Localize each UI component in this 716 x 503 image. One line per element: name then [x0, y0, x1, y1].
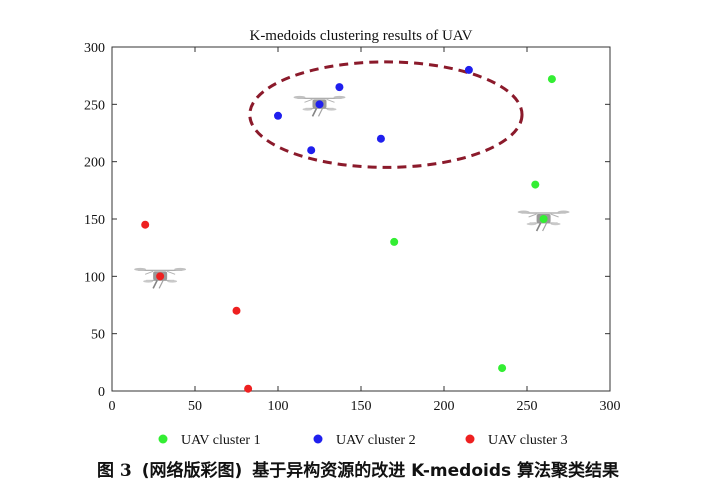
cluster-2-point [307, 146, 316, 155]
y-tick-label: 250 [84, 98, 105, 113]
y-tick-label: 0 [98, 385, 105, 400]
medoid-drones [133, 95, 571, 290]
y-tick-label: 300 [84, 41, 105, 56]
legend-marker-cluster-3 [465, 434, 475, 444]
caption-text: 基于异构资源的改进 K-medoids 算法聚类结果 [252, 460, 620, 481]
x-tick-label: 150 [351, 399, 372, 414]
cluster-2-point [376, 134, 385, 143]
legend-marker-cluster-2 [313, 434, 323, 444]
cluster-1-point [531, 180, 540, 189]
y-tick-label: 200 [84, 156, 105, 171]
legend-label-cluster-2: UAV cluster 2 [336, 433, 416, 448]
x-tick-label: 300 [600, 399, 621, 414]
y-axis: 0 50 100 150 200 250 300 [84, 41, 610, 400]
legend: UAV cluster 1 UAV cluster 2 UAV cluster … [158, 433, 568, 448]
y-tick-label: 100 [84, 270, 105, 285]
cluster-2-point [464, 65, 473, 74]
y-tick-label: 150 [84, 213, 105, 228]
chart-title: K-medoids clustering results of UAV [249, 28, 472, 44]
x-axis: 0 50 100 150 200 250 300 [109, 47, 621, 414]
cluster-1-point [547, 75, 556, 84]
cluster-2-highlight-ellipse [248, 60, 524, 169]
cluster-2-point [315, 100, 324, 109]
x-tick-label: 250 [517, 399, 538, 414]
x-tick-label: 50 [188, 399, 202, 414]
x-tick-label: 0 [109, 399, 116, 414]
cluster-3-point [244, 384, 253, 393]
plot-area [111, 46, 611, 392]
cluster-1-point [539, 215, 548, 223]
y-tick-label: 50 [91, 328, 105, 343]
x-tick-label: 100 [268, 399, 289, 414]
caption-label: 图 3 [96, 460, 132, 481]
cluster-3-point [141, 220, 150, 229]
cluster-2-point [335, 83, 344, 92]
cluster-3-point [232, 306, 241, 315]
cluster-1-point [390, 237, 399, 246]
legend-label-cluster-1: UAV cluster 1 [181, 433, 261, 448]
highlight-ellipse-layer [248, 60, 524, 169]
x-tick-label: 200 [434, 399, 455, 414]
figure-caption: 图 3 (网络版彩图) 基于异构资源的改进 K-medoids 算法聚类结果 [0, 448, 716, 488]
cluster-3-point [156, 272, 165, 281]
legend-marker-cluster-1 [158, 434, 168, 444]
cluster-1-point [498, 364, 507, 373]
cluster-2-point [274, 111, 282, 120]
data-points [141, 65, 556, 393]
legend-label-cluster-3: UAV cluster 3 [488, 433, 568, 448]
caption-note: (网络版彩图) [141, 460, 243, 481]
